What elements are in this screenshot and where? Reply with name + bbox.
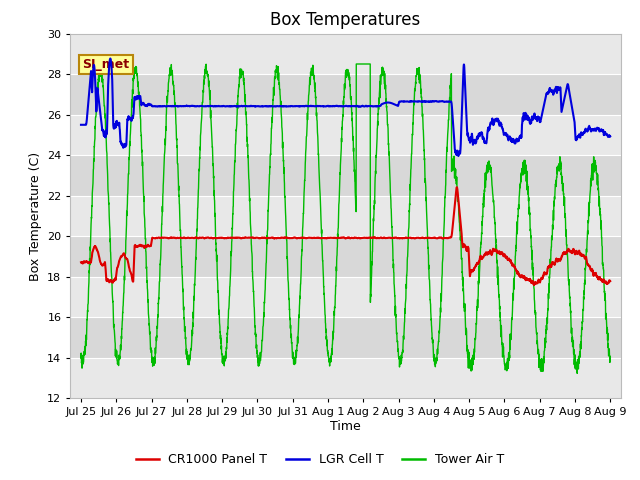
Bar	[70, 115, 621, 155]
X-axis label: Time: Time	[330, 420, 361, 433]
Bar	[70, 358, 621, 398]
Y-axis label: Box Temperature (C): Box Temperature (C)	[29, 151, 42, 281]
Bar	[70, 196, 621, 236]
Text: SI_met: SI_met	[83, 58, 130, 71]
Title: Box Temperatures: Box Temperatures	[271, 11, 420, 29]
Bar	[70, 277, 621, 317]
Legend: CR1000 Panel T, LGR Cell T, Tower Air T: CR1000 Panel T, LGR Cell T, Tower Air T	[131, 448, 509, 471]
Bar	[70, 34, 621, 74]
